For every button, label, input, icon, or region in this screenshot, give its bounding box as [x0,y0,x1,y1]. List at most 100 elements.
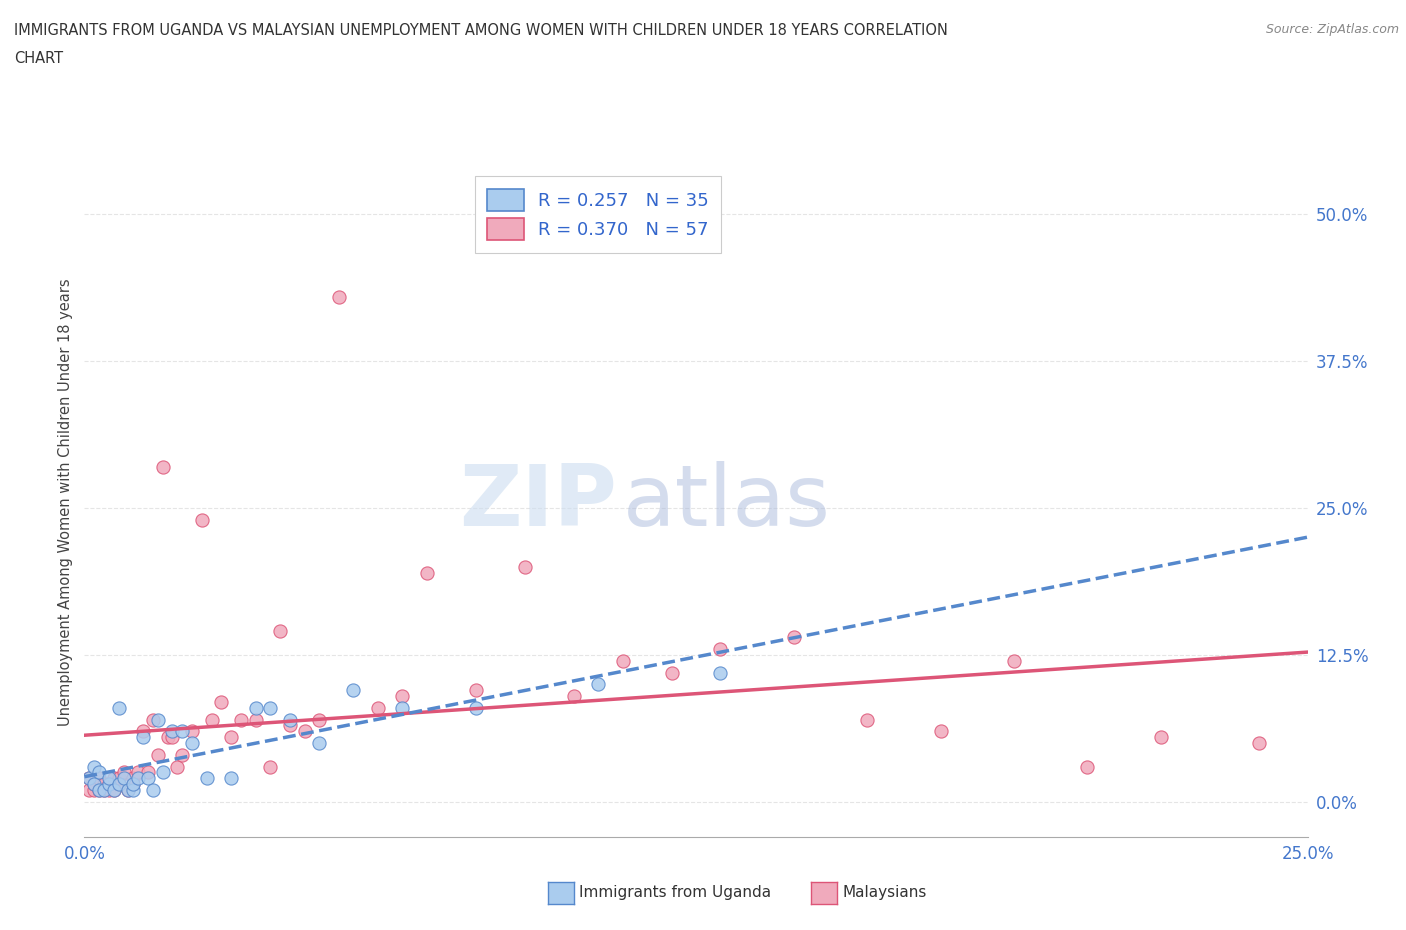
Legend: R = 0.257   N = 35, R = 0.370   N = 57: R = 0.257 N = 35, R = 0.370 N = 57 [475,177,721,253]
Point [103,782,125,797]
Point [87,782,110,797]
Point [112,765,135,780]
Point [181,736,204,751]
Point [562,688,585,703]
Point [308,736,330,751]
Point [513,559,536,574]
Point [136,771,159,786]
Point [209,695,232,710]
Point [97,777,120,791]
Point [77,771,100,786]
Point [308,712,330,727]
Point [278,718,301,733]
Point [856,712,879,727]
Point [132,724,155,738]
Point [77,771,100,786]
Point [166,759,188,774]
Point [152,765,174,780]
Text: Source: ZipAtlas.com: Source: ZipAtlas.com [1265,23,1399,36]
Point [464,700,486,715]
Point [83,782,105,797]
Point [612,654,634,669]
Point [127,765,149,780]
Point [162,730,184,745]
Point [1076,759,1098,774]
Text: atlas: atlas [623,460,831,544]
Text: Immigrants from Uganda: Immigrants from Uganda [579,885,772,900]
Text: ZIP: ZIP [458,460,616,544]
Point [97,777,120,791]
Point [278,712,301,727]
Point [93,777,115,791]
Point [117,782,139,797]
Text: Malaysians: Malaysians [842,885,927,900]
Point [709,665,731,680]
Point [1002,654,1025,669]
Point [107,771,129,786]
Point [152,459,174,474]
Point [97,782,120,797]
Point [219,730,242,745]
Point [93,782,115,797]
Point [464,683,486,698]
Text: CHART: CHART [14,51,63,66]
Point [87,771,110,786]
Point [146,712,169,727]
Point [172,724,194,738]
Point [1247,736,1270,751]
Point [191,512,214,527]
Point [77,782,100,797]
Point [142,712,165,727]
Point [132,730,155,745]
Point [112,771,135,786]
Point [117,782,139,797]
Point [93,782,115,797]
Point [586,677,609,692]
Point [342,683,364,698]
Point [122,777,145,791]
Text: IMMIGRANTS FROM UGANDA VS MALAYSIAN UNEMPLOYMENT AMONG WOMEN WITH CHILDREN UNDER: IMMIGRANTS FROM UGANDA VS MALAYSIAN UNEM… [14,23,948,38]
Point [391,700,413,715]
Point [259,759,281,774]
Point [142,782,165,797]
Point [245,700,267,715]
Point [259,700,281,715]
Point [83,777,105,791]
Point [122,771,145,786]
Point [162,724,184,738]
Point [97,771,120,786]
Point [87,782,110,797]
Point [87,765,110,780]
Point [103,771,125,786]
Point [328,289,350,304]
Y-axis label: Unemployment Among Women with Children Under 18 years: Unemployment Among Women with Children U… [58,278,73,726]
Point [1150,730,1173,745]
Point [146,748,169,763]
Point [107,700,129,715]
Point [103,782,125,797]
Point [200,712,222,727]
Point [136,765,159,780]
Point [127,771,149,786]
Point [783,630,806,644]
Point [122,777,145,791]
Point [107,777,129,791]
Point [709,642,731,657]
Point [181,724,204,738]
Point [294,724,316,738]
Point [172,748,194,763]
Point [245,712,267,727]
Point [416,565,439,580]
Point [929,724,952,738]
Point [367,700,389,715]
Point [107,777,129,791]
Point [83,777,105,791]
Point [219,771,242,786]
Point [391,688,413,703]
Point [661,665,683,680]
Point [83,759,105,774]
Point [156,730,179,745]
Point [122,782,145,797]
Point [195,771,218,786]
Point [229,712,252,727]
